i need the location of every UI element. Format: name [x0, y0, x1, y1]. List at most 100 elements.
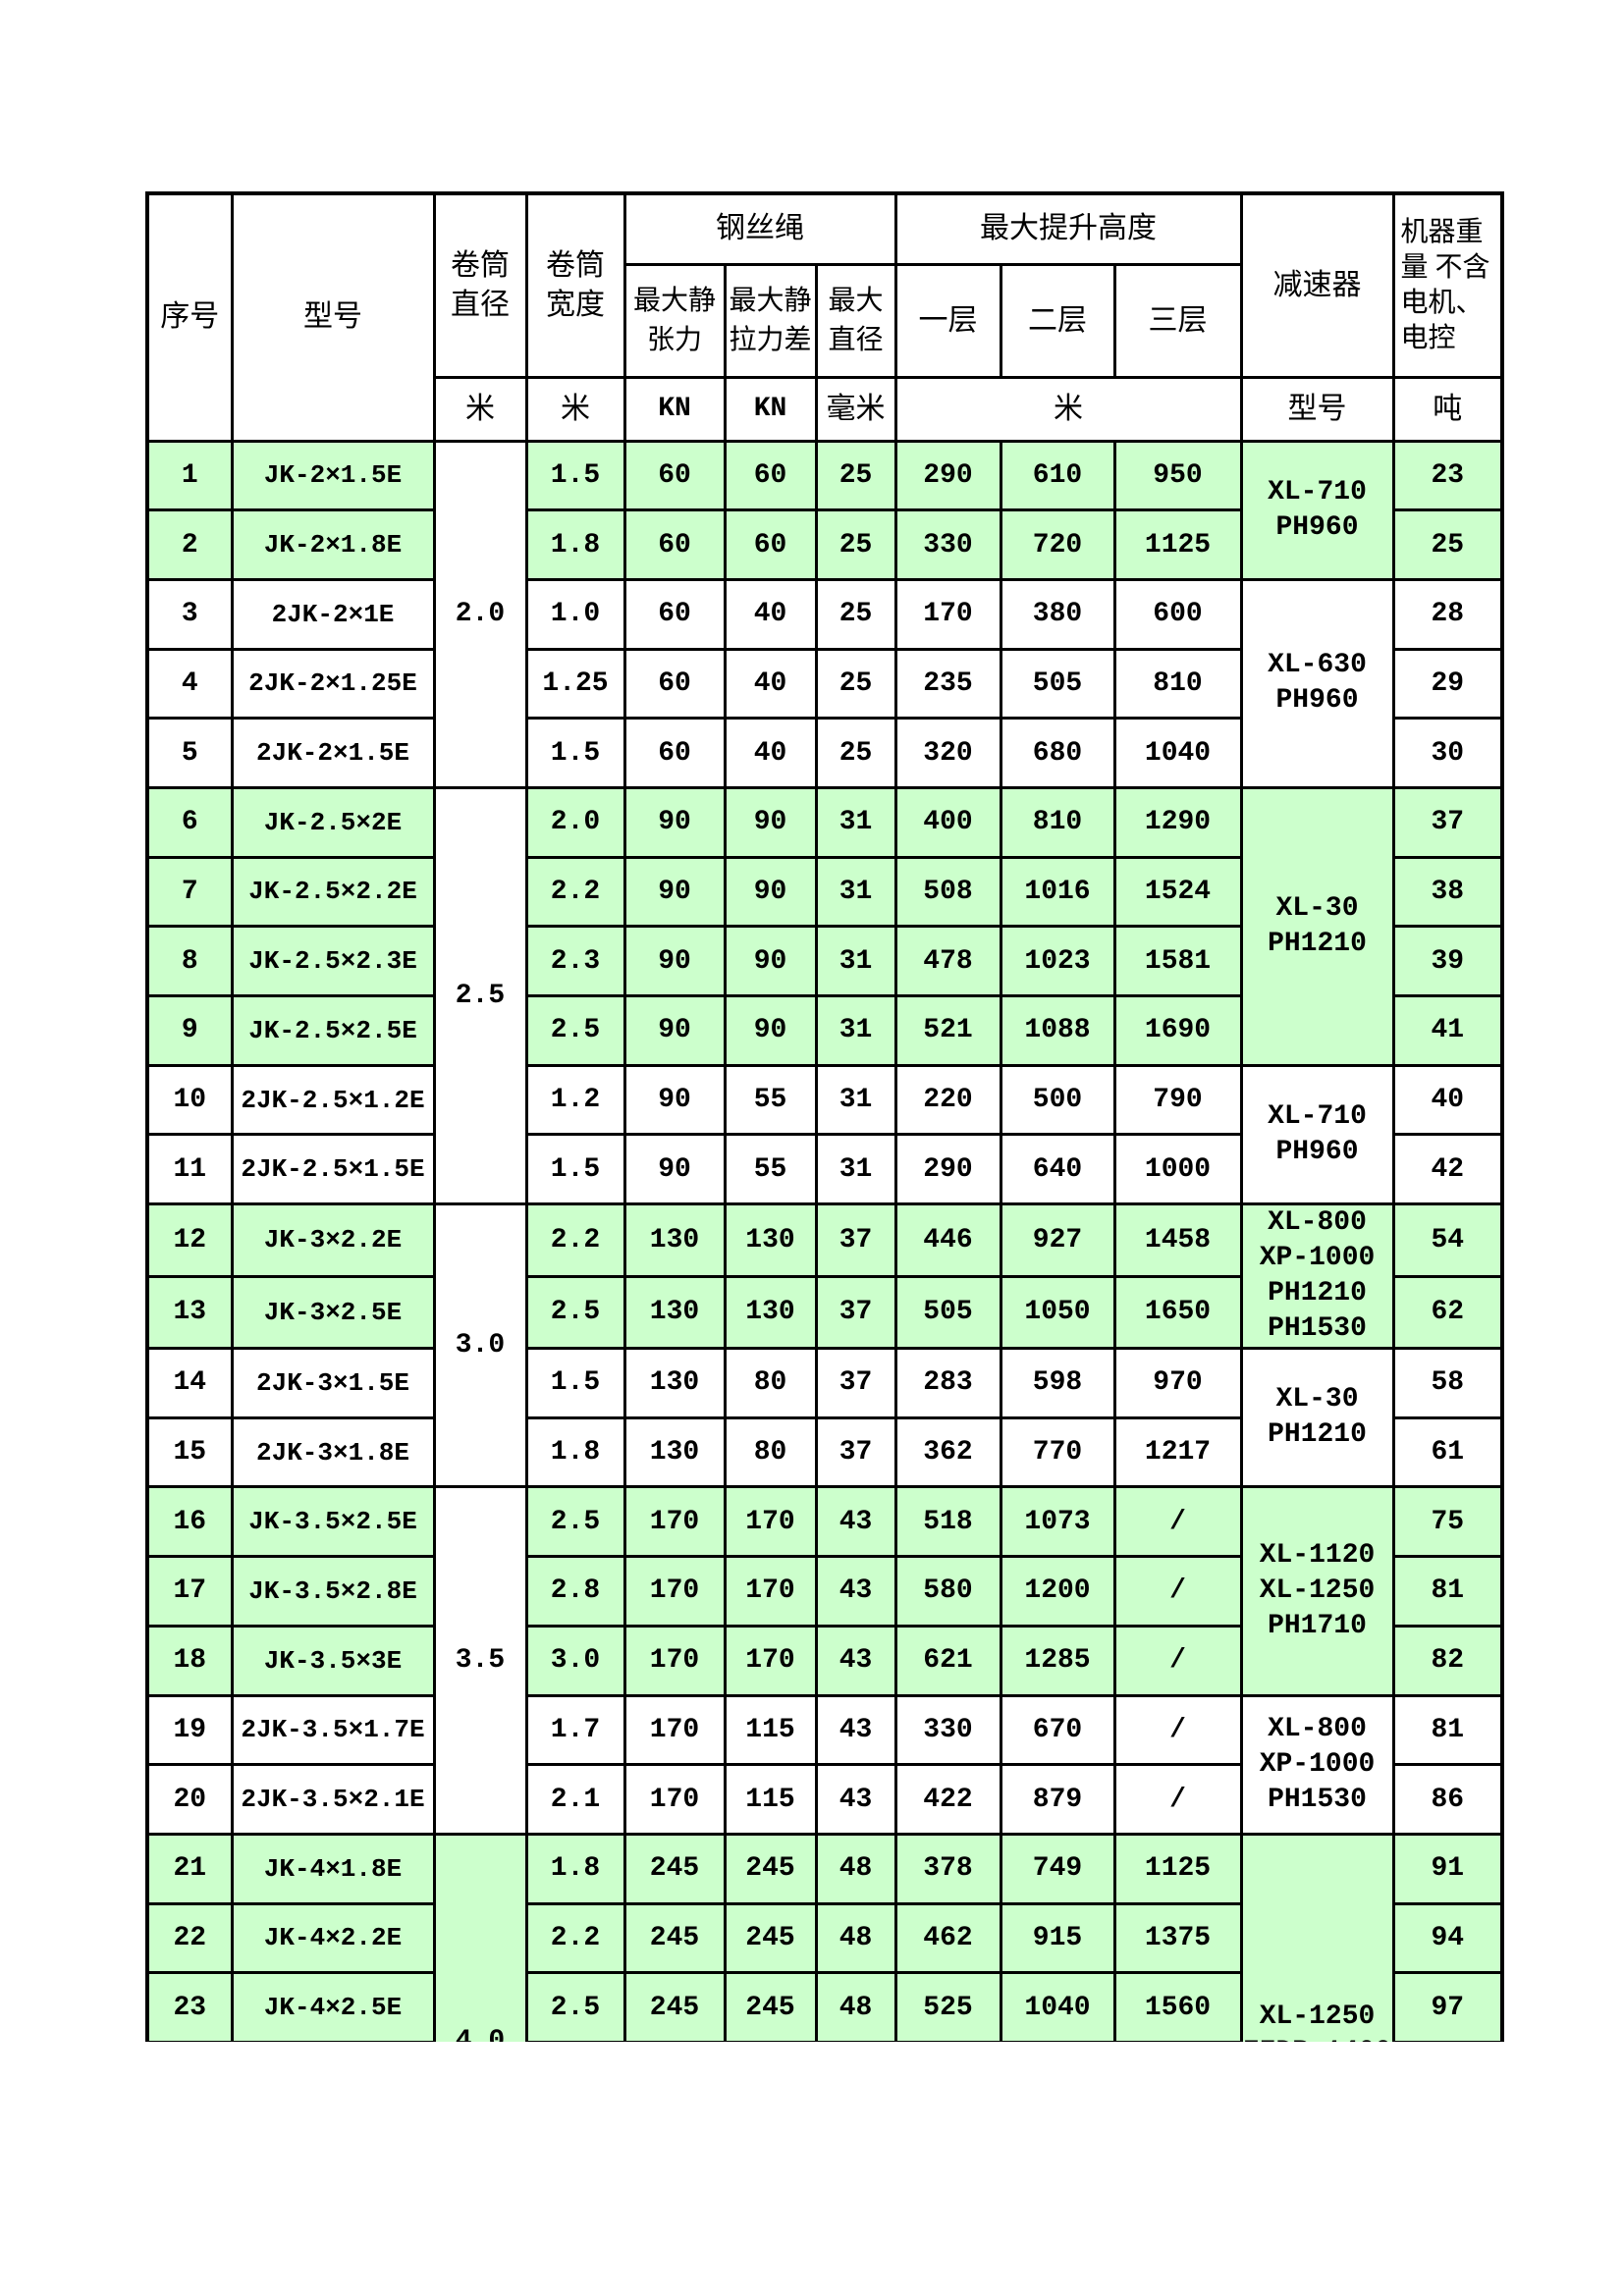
cell-weight: 58 — [1391, 1347, 1504, 1419]
cell-tension-diff: 170 — [723, 1624, 818, 1697]
cell-rope-diameter: 25 — [814, 439, 897, 512]
cell-height-layer3: 1000 — [1112, 1133, 1243, 1206]
cell-height-layer2: 380 — [999, 577, 1116, 651]
cell-height-layer2: 1016 — [999, 855, 1116, 929]
cell-drum-width: 1.8 — [524, 508, 626, 581]
cell-weight: 23 — [1391, 439, 1504, 512]
cell-model: JK-2.5×2.2E — [230, 855, 436, 929]
cell-drum-diameter: 3.5 — [432, 1485, 528, 1836]
unit-drum-width: 米 — [524, 375, 626, 443]
table-row: 19 2JK-3.5×1.7E 1.7 170 115 43 330 670/XL-800 X… — [145, 1693, 1504, 1836]
cell-rope-diameter: 37 — [814, 1415, 897, 1489]
header-layer2: 二层 — [999, 262, 1116, 379]
cell-max-static-tension: 170 — [622, 1763, 727, 1836]
cell-tension-diff: 130 — [723, 1202, 818, 1278]
cell-reducer: XL-30 PH1210 — [1239, 1347, 1395, 1489]
cell-model: 2JK-3.5×2.1E — [230, 1763, 436, 1836]
cell-weight: 29 — [1391, 647, 1504, 721]
cell-serial: 17 — [145, 1555, 234, 1628]
cell-serial: 8 — [145, 925, 234, 997]
cell-height-layer1: 518 — [893, 1485, 1002, 1559]
cell-drum-width: 2.2 — [524, 1901, 626, 1975]
cell-weight: 37 — [1391, 785, 1504, 859]
table-row: 20 2JK-3.5×2.1E 2.1 170 115 43 422 879/ 86 — [145, 1763, 1504, 1836]
cell-rope-diameter: 25 — [814, 647, 897, 721]
cell-serial: 23 — [145, 1971, 234, 2042]
unit-weight: 吨 — [1391, 375, 1504, 443]
cell-height-layer3: 1375 — [1112, 1901, 1243, 1975]
cell-model: 2JK-2×1E — [230, 577, 436, 651]
cell-max-static-tension: 60 — [622, 508, 727, 581]
cell-rope-diameter: 43 — [814, 1485, 897, 1559]
cell-height-layer1: 508 — [893, 855, 1002, 929]
cell-model: JK-3×2.5E — [230, 1274, 436, 1351]
cell-rope-diameter: 25 — [814, 508, 897, 581]
cell-height-layer3: 1458 — [1112, 1202, 1243, 1278]
cell-weight: 42 — [1391, 1133, 1504, 1206]
cell-model: JK-2.5×2E — [230, 785, 436, 859]
cell-tension-diff: 115 — [723, 1763, 818, 1836]
header-layer3: 三层 — [1112, 262, 1243, 379]
cell-height-layer1: 283 — [893, 1347, 1002, 1419]
cell-drum-diameter-label: 4.0 — [455, 2025, 506, 2042]
cell-drum-diameter: 4.0 — [432, 1832, 528, 2042]
cell-drum-width: 1.8 — [524, 1415, 626, 1489]
cell-height-layer3: 810 — [1112, 647, 1243, 721]
cell-drum-width: 2.2 — [524, 855, 626, 929]
header-max-static-tension: 最大静 张力 — [622, 262, 727, 379]
cell-model: JK-4×1.8E — [230, 1832, 436, 1905]
cell-model: JK-3.5×3E — [230, 1624, 436, 1697]
cell-height-layer2: 1050 — [999, 1274, 1116, 1351]
cell-weight: 94 — [1391, 1901, 1504, 1975]
cell-height-layer3: / — [1112, 1555, 1243, 1628]
cell-max-static-tension: 130 — [622, 1347, 727, 1419]
table-row: 23 JK-4×2.5E 2.5 245 245 48 525 1040 1560 97 — [145, 1971, 1504, 2042]
cell-weight: 40 — [1391, 1063, 1504, 1137]
cell-height-layer1: 400 — [893, 785, 1002, 859]
cell-drum-width: 2.8 — [524, 1555, 626, 1628]
cell-rope-diameter: 37 — [814, 1202, 897, 1278]
header-serial: 序号 — [145, 191, 234, 443]
table-row: 22 JK-4×2.2E 2.2 245 245 48 462 915 1375 94 — [145, 1901, 1504, 1975]
cell-model: JK-4×2.2E — [230, 1901, 436, 1975]
table-row: 14 2JK-3×1.5E 1.5 130 80 37 283 598 970 XL-30 PH1… — [145, 1347, 1504, 1489]
cell-height-layer2: 670 — [999, 1693, 1116, 1767]
cell-height-layer2: 1285 — [999, 1624, 1116, 1697]
cell-height-layer1: 525 — [893, 1971, 1002, 2042]
cell-serial: 5 — [145, 717, 234, 789]
unit-lift-height: 米 — [893, 375, 1243, 443]
cell-height-layer1: 422 — [893, 1763, 1002, 1836]
table-row: 12 JK-3×2.2E 3.0 2.2 130 130 37 446 927 1458 XL-80… — [145, 1202, 1504, 1489]
cell-rope-diameter: 48 — [814, 1832, 897, 1905]
cell-model: JK-3.5×2.5E — [230, 1485, 436, 1559]
cell-tension-diff: 245 — [723, 1901, 818, 1975]
cell-serial: 14 — [145, 1347, 234, 1419]
header-model: 型号 — [230, 191, 436, 443]
cell-rope-diameter: 31 — [814, 855, 897, 929]
header-max-static-tension-diff: 最大静 拉力差 — [723, 262, 818, 379]
table-row: 4 2JK-2×1.25E 1.25 60 40 25 235 505 810 29 — [145, 647, 1504, 721]
cell-serial: 22 — [145, 1901, 234, 1975]
cell-max-static-tension: 60 — [622, 717, 727, 789]
table-row: 17 JK-3.5×2.8E 2.8 170 170 43 580 1200/81 — [145, 1555, 1504, 1628]
cell-max-static-tension: 245 — [622, 1901, 727, 1975]
cell-height-layer1: 521 — [893, 994, 1002, 1067]
cell-serial: 20 — [145, 1763, 234, 1836]
cell-tension-diff: 90 — [723, 925, 818, 997]
cell-tension-diff: 90 — [723, 785, 818, 859]
spec-table-region: 序号 型号 卷筒 直径 卷筒 宽度 钢丝绳 最大提升高度 减速器 机器重量 不含… — [145, 191, 1510, 2042]
cell-height-layer2: 720 — [999, 508, 1116, 581]
cell-drum-width: 1.5 — [524, 717, 626, 789]
cell-rope-diameter: 43 — [814, 1693, 897, 1767]
header-max-rope-diameter: 最大 直径 — [814, 262, 897, 379]
cell-height-layer3: 1690 — [1112, 994, 1243, 1067]
cell-max-static-tension: 170 — [622, 1624, 727, 1697]
cell-height-layer3: / — [1112, 1693, 1243, 1767]
cell-rope-diameter: 43 — [814, 1763, 897, 1836]
cell-model: 2JK-3×1.5E — [230, 1347, 436, 1419]
cell-height-layer2: 1200 — [999, 1555, 1116, 1628]
cell-rope-diameter: 31 — [814, 785, 897, 859]
cell-rope-diameter: 43 — [814, 1624, 897, 1697]
